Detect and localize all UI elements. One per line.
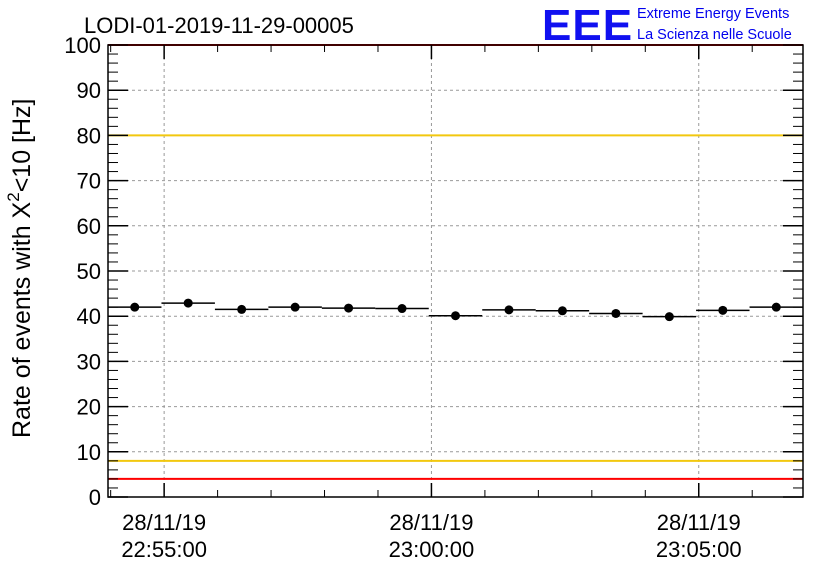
data-point [771, 302, 781, 312]
y-tick-label: 0 [89, 485, 101, 510]
eee-logo-line1: Extreme Energy Events [637, 6, 789, 22]
data-point [451, 311, 460, 321]
x-tick-label-date: 28/11/19 [657, 510, 741, 535]
y-tick-label: 60 [77, 214, 101, 239]
x-tick-label-date: 28/11/19 [122, 510, 206, 535]
y-tick-label: 10 [77, 440, 101, 465]
y-tick-label: 40 [77, 304, 101, 329]
data-point [504, 305, 514, 315]
y-axis-label: Rate of events with X2<10 [Hz] [4, 98, 36, 438]
y-tick-label: 20 [77, 395, 101, 420]
data-points [108, 298, 803, 322]
x-tick-label-date: 28/11/19 [389, 510, 473, 535]
y-tick-label: 50 [77, 259, 101, 284]
x-tick-label-time: 23:00:00 [389, 537, 475, 562]
data-point [397, 304, 407, 314]
data-point [344, 303, 354, 313]
y-tick-label: 80 [77, 123, 101, 148]
data-point [183, 298, 193, 308]
y-axis-label-suffix: <10 [Hz] [8, 98, 36, 192]
eee-logo-mark: EEE [542, 1, 633, 50]
y-tick-label: 90 [77, 78, 101, 103]
axes: 010203040506070809010028/11/1922:55:0028… [64, 33, 803, 562]
data-point [237, 304, 247, 314]
eee-logo: EEE Extreme Energy Events La Scienza nel… [542, 1, 792, 50]
data-point [611, 308, 621, 318]
grid-layer [108, 45, 803, 497]
data-point [130, 302, 140, 312]
eee-logo-line2: La Scienza nelle Scuole [637, 27, 792, 43]
y-axis-label-superscript: 2 [4, 192, 23, 201]
data-point [718, 305, 728, 315]
data-point [290, 302, 300, 312]
y-tick-label: 100 [64, 33, 101, 58]
data-point [557, 306, 567, 316]
x-tick-label-time: 23:05:00 [656, 537, 742, 562]
y-axis-label-main: Rate of events with X [8, 201, 36, 438]
x-tick-label-time: 22:55:00 [121, 537, 207, 562]
chart-title: LODI-01-2019-11-29-00005 [84, 13, 354, 38]
y-tick-label: 70 [77, 169, 101, 194]
y-tick-label: 30 [77, 349, 101, 374]
data-point [664, 312, 674, 322]
